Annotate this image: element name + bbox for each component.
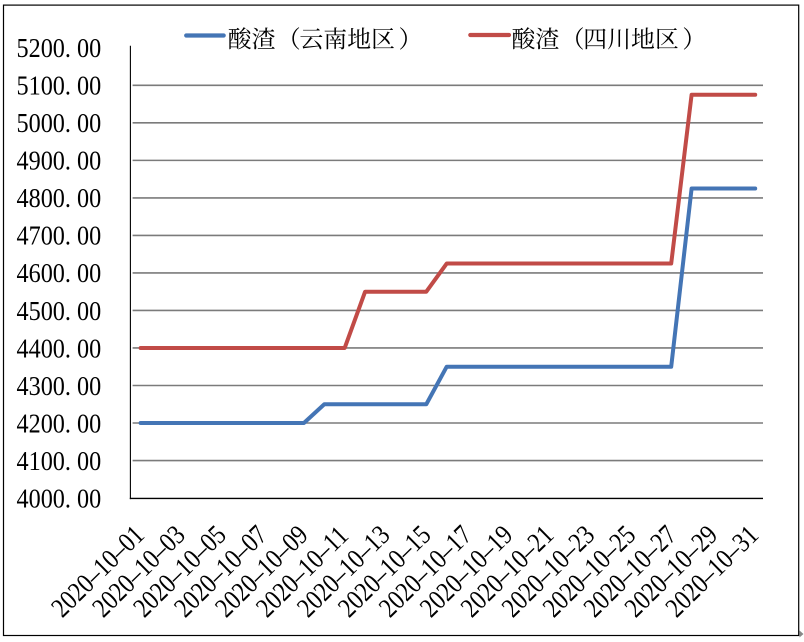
svg-text:4600. 00: 4600. 00 [17, 258, 102, 289]
svg-text:4700. 00: 4700. 00 [17, 220, 102, 251]
svg-text:5000. 00: 5000. 00 [17, 108, 102, 139]
svg-text:4100. 00: 4100. 00 [17, 445, 102, 476]
svg-text:4400. 00: 4400. 00 [17, 333, 102, 364]
svg-text:4300. 00: 4300. 00 [17, 370, 102, 401]
svg-text:4200. 00: 4200. 00 [17, 408, 102, 439]
svg-text:5100. 00: 5100. 00 [17, 70, 102, 101]
svg-text:4800. 00: 4800. 00 [17, 183, 102, 214]
svg-text:4900. 00: 4900. 00 [17, 145, 102, 176]
svg-text:5200. 00: 5200. 00 [17, 33, 102, 64]
svg-text:4500. 00: 4500. 00 [17, 295, 102, 326]
svg-text:4000. 00: 4000. 00 [17, 483, 102, 514]
